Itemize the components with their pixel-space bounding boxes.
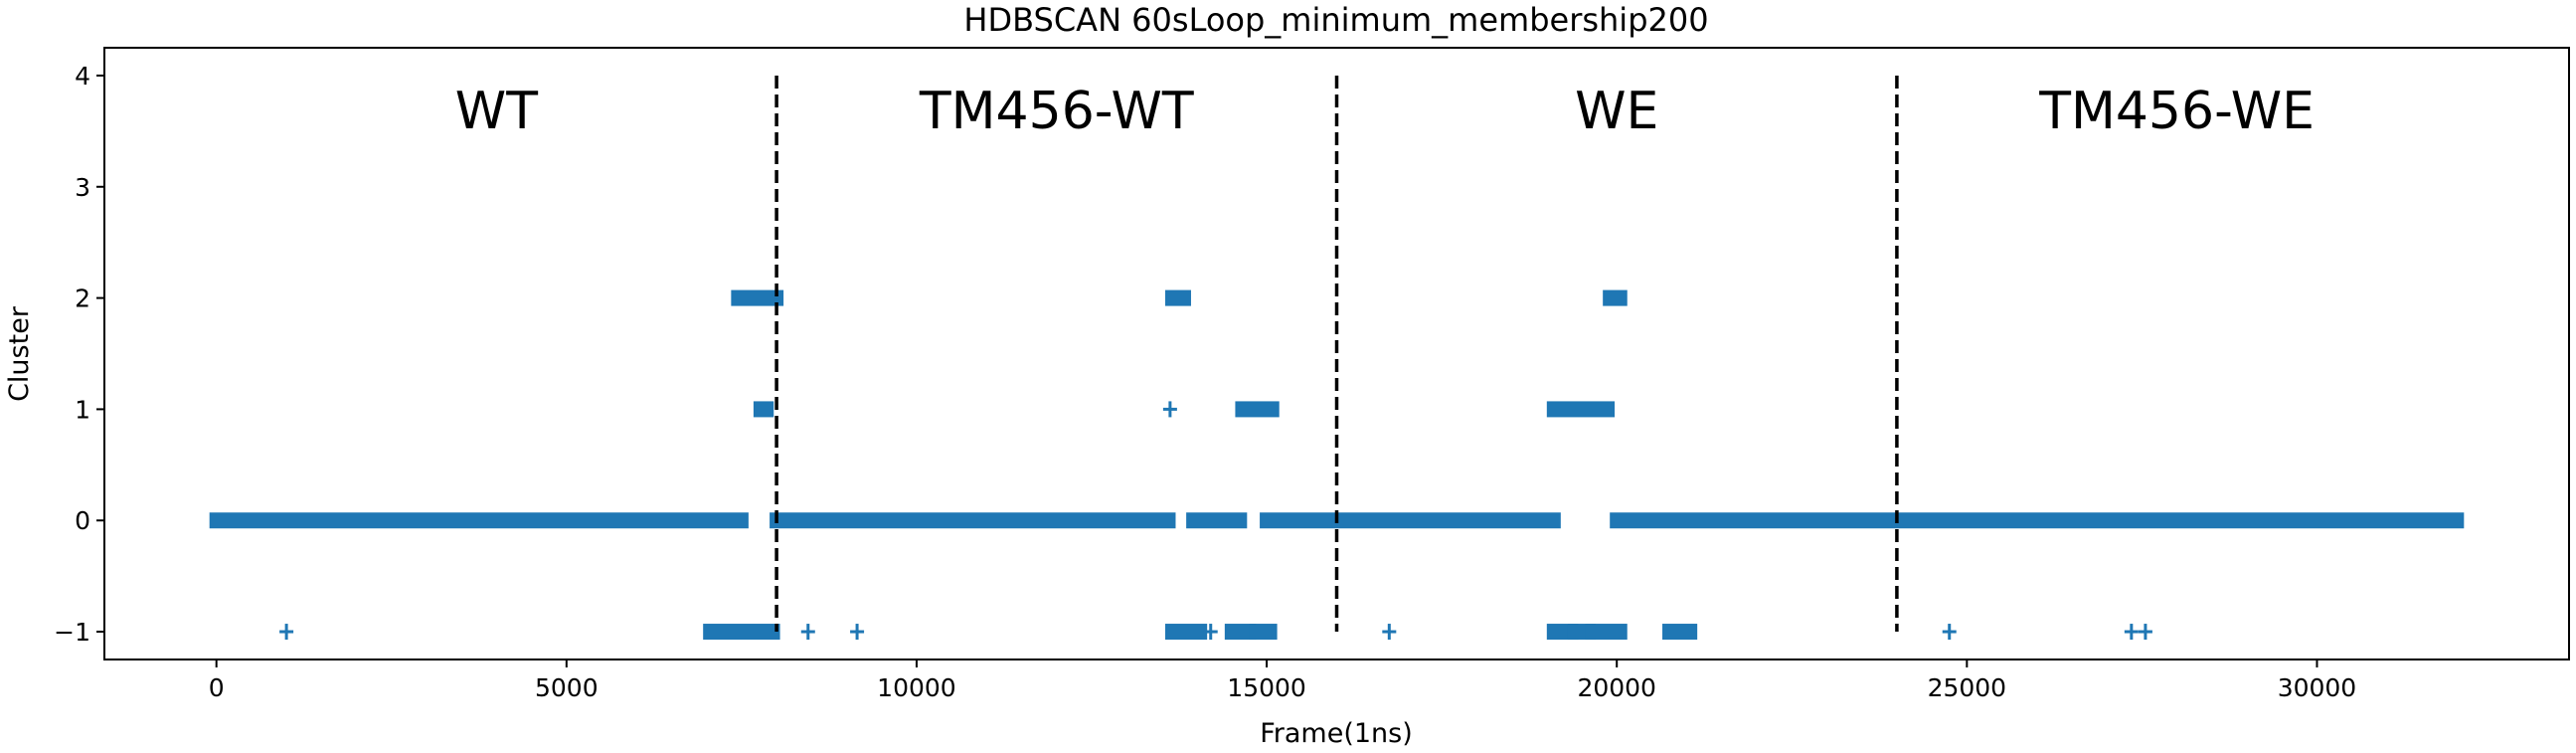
- region-labels: WT TM456-WT WE TM456-WE: [455, 82, 2315, 141]
- x-tick-label: 30000: [2278, 673, 2357, 702]
- x-tick-label: 5000: [535, 673, 599, 702]
- plot-frame: [103, 47, 2570, 660]
- y-tick-label: 4: [75, 62, 90, 91]
- data-point-run: [1662, 624, 1698, 641]
- y-axis-ticks: −1 0 1 2 3 4: [54, 62, 104, 647]
- data-point-run: [1260, 512, 1561, 529]
- data-point-run: [1164, 624, 1208, 641]
- region-label: WE: [1575, 82, 1658, 141]
- data-point: [850, 624, 865, 641]
- data-point-run: [1585, 624, 1628, 641]
- data-point-run: [1603, 289, 1628, 306]
- data-point-run: [1235, 401, 1280, 418]
- data-point-run: [1546, 401, 1616, 418]
- x-tick-label: 20000: [1577, 673, 1656, 702]
- data-point-run: [1610, 512, 2465, 529]
- region-label: WT: [455, 82, 538, 141]
- data-point-run: [703, 624, 780, 641]
- data-point: [1203, 624, 1218, 641]
- data-point: [1382, 624, 1397, 641]
- y-tick-label: 0: [75, 506, 90, 535]
- data-point: [2124, 624, 2139, 641]
- x-axis-label: Frame(1ns): [1260, 718, 1413, 749]
- data-point-run: [1164, 289, 1191, 306]
- data-point: [1942, 624, 1957, 641]
- y-tick-label: 2: [75, 284, 90, 313]
- x-tick-label: 10000: [877, 673, 956, 702]
- data-point-run: [731, 289, 784, 306]
- x-tick-label: 25000: [1928, 673, 2007, 702]
- data-point-run: [1186, 512, 1248, 529]
- y-axis-label: Cluster: [4, 305, 35, 402]
- region-label: TM456-WT: [919, 82, 1194, 141]
- y-tick-label: 3: [75, 173, 90, 202]
- x-tick-label: 15000: [1227, 673, 1306, 702]
- y-tick-label: 1: [75, 395, 90, 424]
- y-tick-label: −1: [54, 618, 90, 647]
- x-tick-label: 0: [209, 673, 225, 702]
- data-point-run: [209, 512, 749, 529]
- data-point: [2138, 624, 2152, 641]
- data-point-run: [753, 401, 774, 418]
- region-label: TM456-WE: [2038, 82, 2315, 141]
- x-axis-ticks: 0 5000 10000 15000 20000 25000 30000: [209, 659, 2357, 702]
- data-point-run: [1249, 624, 1278, 641]
- data-point-run: [770, 512, 1176, 529]
- region-dividers: [774, 75, 1899, 633]
- data-point-run: [1224, 624, 1257, 641]
- data-point: [279, 624, 294, 641]
- data-point: [1162, 401, 1177, 418]
- data-point: [800, 624, 815, 641]
- chart-title: HDBSCAN 60sLoop_minimum_membership200: [963, 1, 1708, 39]
